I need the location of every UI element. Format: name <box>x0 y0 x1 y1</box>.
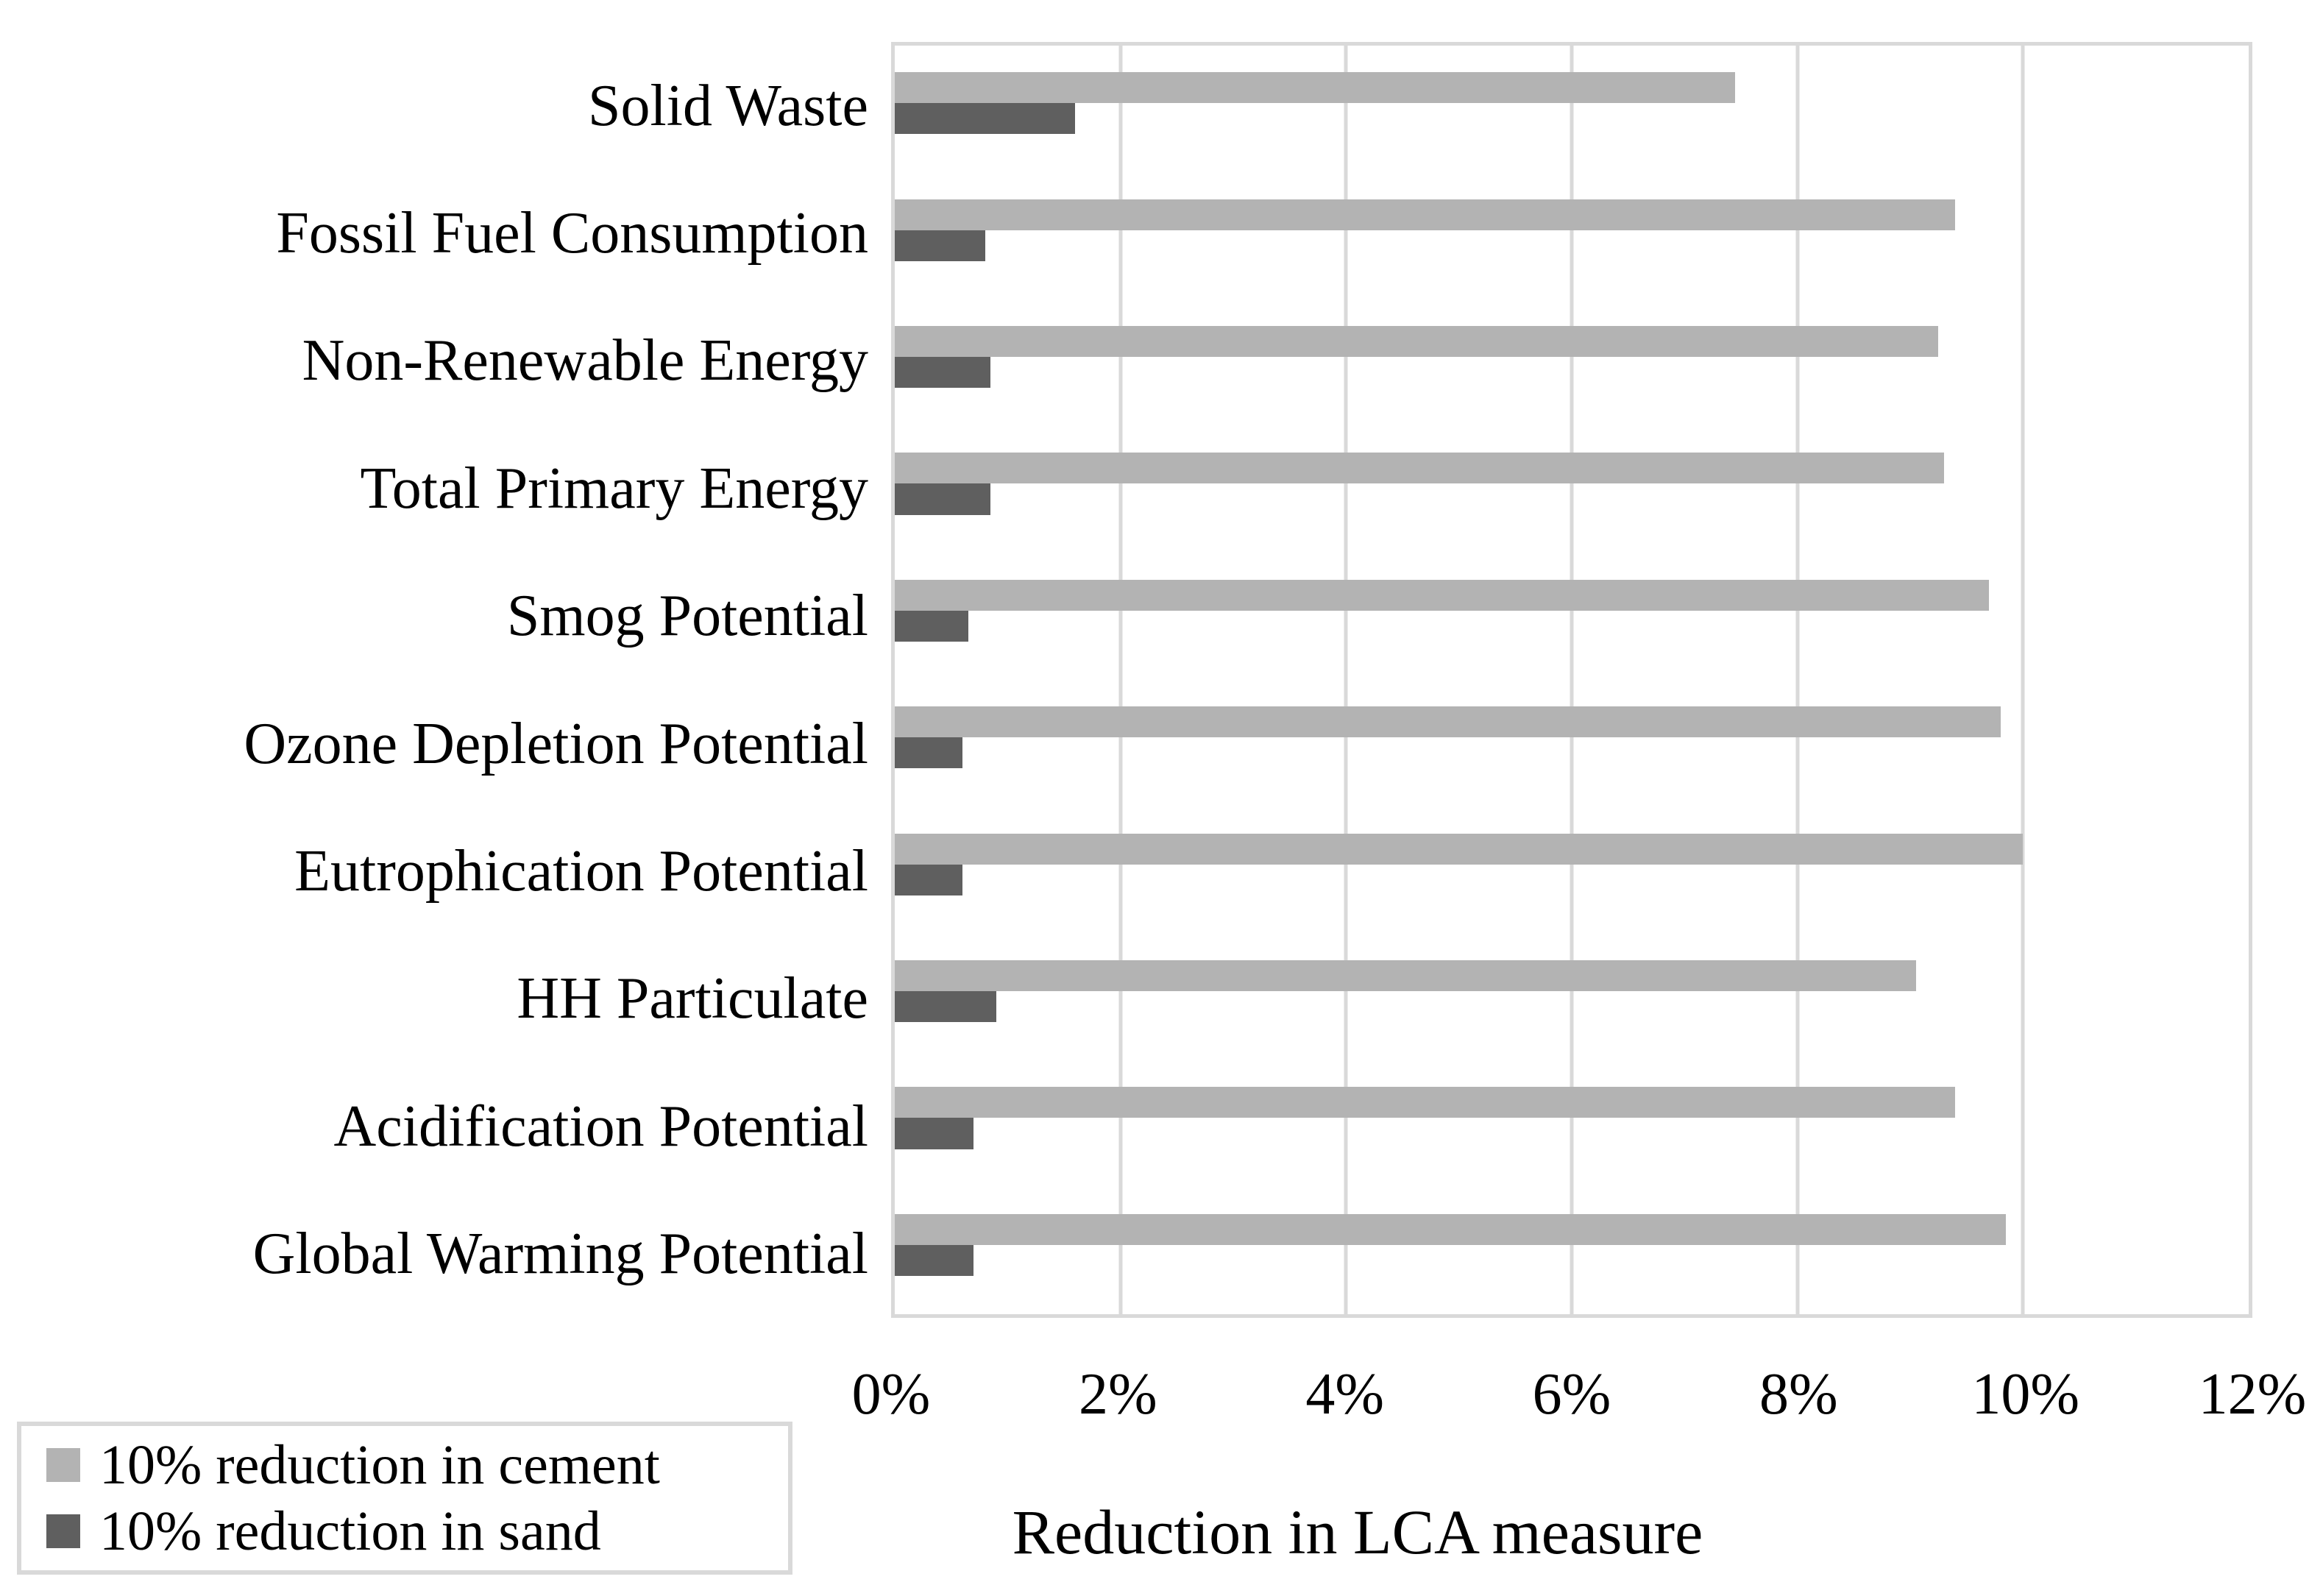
category-label-8: Acidification Potential <box>333 1093 868 1159</box>
category-label-0: Solid Waste <box>588 73 868 138</box>
category-label-3: Total Primary Energy <box>360 455 868 521</box>
sand-bar-0 <box>895 103 1076 135</box>
legend-label-sand: 10% reduction in sand <box>99 1500 601 1563</box>
cement-bar-2 <box>895 325 1939 358</box>
sand-bar-3 <box>895 483 991 515</box>
sand-bar-2 <box>895 357 991 389</box>
cement-bar-0 <box>895 72 1736 104</box>
category-axis-labels: Solid Waste Fossil Fuel Consumption Non-Re… <box>0 42 868 1318</box>
gridline-4% <box>1344 46 1348 1314</box>
x-tick-label-6%: 6% <box>1532 1362 1611 1427</box>
cement-bar-9 <box>895 1213 2007 1245</box>
bar-row-9 <box>895 1188 2249 1314</box>
category-label-6: Eutrophication Potential <box>294 839 868 904</box>
x-tick-label-2%: 2% <box>1079 1362 1157 1427</box>
category-label-7: HH Particulate <box>517 966 868 1032</box>
cement-bar-1 <box>895 199 1956 230</box>
category-label-9: Global Warming Potential <box>252 1221 868 1287</box>
gridline-2% <box>1118 46 1123 1314</box>
legend-item-sand: 10% reduction in sand <box>46 1503 788 1559</box>
x-tick-label-0%: 0% <box>851 1362 931 1427</box>
sand-bar-8 <box>895 1118 974 1149</box>
category-label-1: Fossil Fuel Consumption <box>276 201 868 266</box>
gridline-6% <box>1570 46 1574 1314</box>
bar-row-5 <box>895 680 2249 806</box>
x-tick-label-12%: 12% <box>2198 1362 2307 1427</box>
bar-row-2 <box>895 299 2249 426</box>
sand-bar-9 <box>895 1244 974 1276</box>
cement-swatch-icon <box>46 1447 80 1482</box>
bar-row-8 <box>895 1060 2249 1187</box>
sand-bar-1 <box>895 230 985 261</box>
x-tick-label-10%: 10% <box>1971 1362 2079 1427</box>
gridline-8% <box>1795 46 1800 1314</box>
cement-bar-3 <box>895 453 1944 484</box>
sand-bar-6 <box>895 864 962 895</box>
bar-row-3 <box>895 426 2249 553</box>
x-tick-label-4%: 4% <box>1305 1362 1384 1427</box>
cement-bar-7 <box>895 960 1916 992</box>
bar-row-6 <box>895 806 2249 933</box>
category-label-5: Ozone Depletion Potential <box>244 711 868 776</box>
x-tick-label-8%: 8% <box>1759 1362 1838 1427</box>
cement-bar-5 <box>895 706 2001 738</box>
category-label-4: Smog Potential <box>506 584 868 649</box>
legend-label-cement: 10% reduction in cement <box>99 1433 660 1496</box>
cement-bar-4 <box>895 579 1990 611</box>
bar-row-0 <box>895 46 2249 172</box>
sand-bar-5 <box>895 737 962 769</box>
cement-bar-8 <box>895 1087 1956 1118</box>
sand-bar-7 <box>895 991 996 1023</box>
sand-bar-4 <box>895 610 968 642</box>
bar-row-4 <box>895 553 2249 680</box>
x-axis-tick-labels: 0% 2% 4% 6% 8% 10% 12% <box>852 1358 2307 1431</box>
sand-swatch-icon <box>46 1514 80 1549</box>
plot-area <box>891 42 2252 1318</box>
legend-item-cement: 10% reduction in cement <box>46 1437 788 1493</box>
category-label-2: Non-Renewable Energy <box>302 328 868 394</box>
cement-bar-6 <box>895 833 2024 865</box>
gridline-10% <box>2021 46 2025 1314</box>
bar-row-7 <box>895 934 2249 1060</box>
bar-row-1 <box>895 172 2249 299</box>
legend: 10% reduction in cement 10% reduction in… <box>17 1422 792 1575</box>
x-axis-title: Reduction in LCA measure <box>1012 1497 1703 1567</box>
